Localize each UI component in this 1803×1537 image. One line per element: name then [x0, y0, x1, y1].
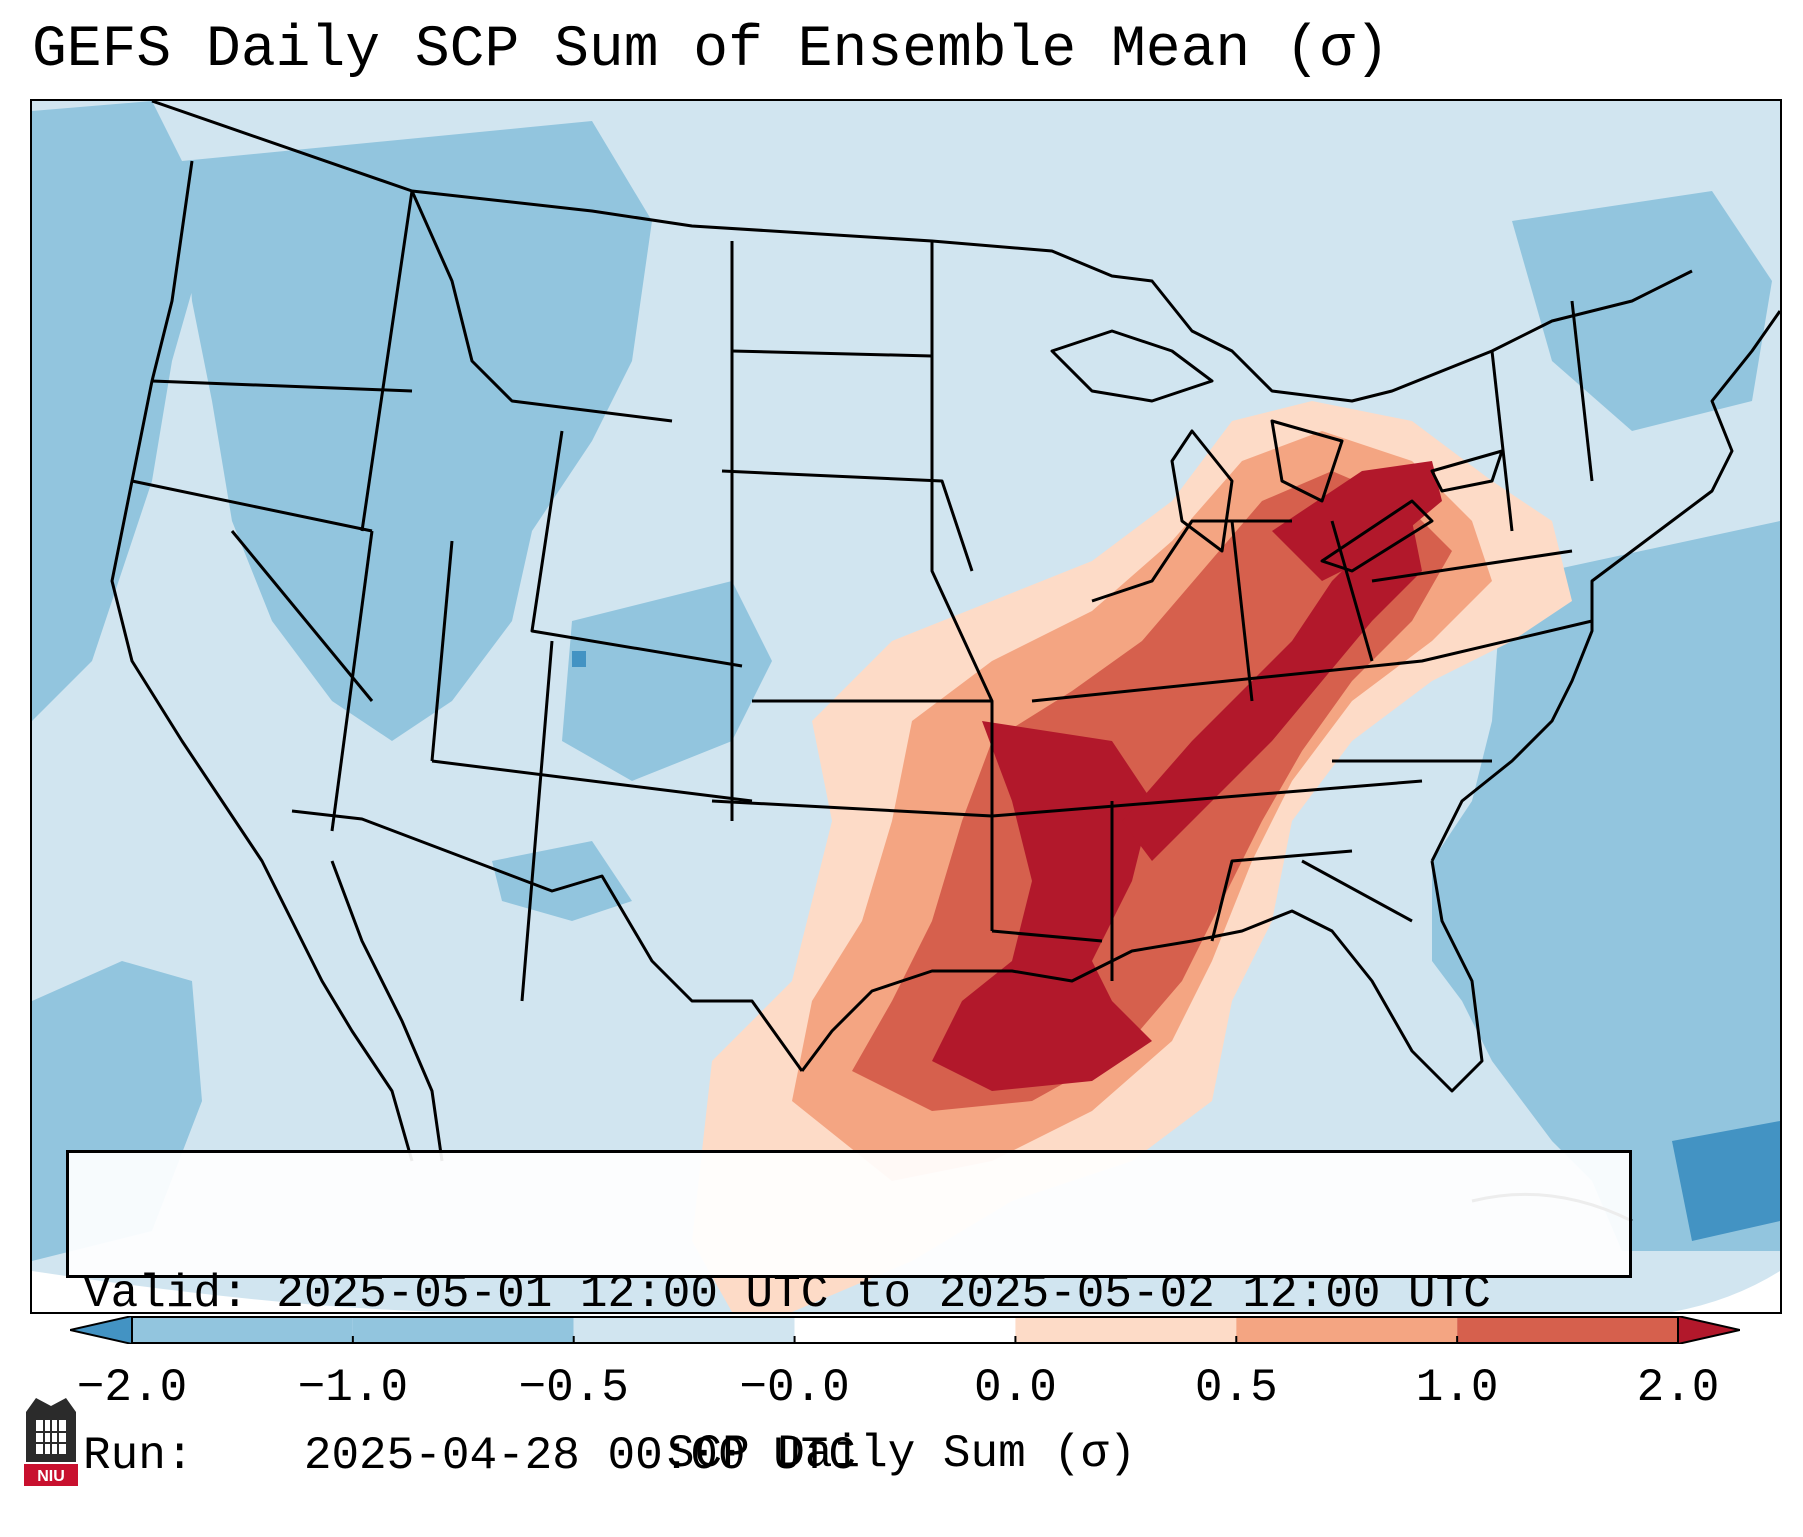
niu-logo-icon: NIU — [24, 1398, 78, 1486]
border-wy — [530, 430, 743, 668]
very-high-positive-ohio-valley — [1122, 521, 1422, 861]
valid-value: 2025-05-01 12:00 UTC to 2025-05-02 12:00… — [276, 1268, 1491, 1320]
atlantic-negative-region — [1432, 521, 1780, 1251]
valid-row: Valid: 2025-05-01 12:00 UTC to 2025-05-0… — [83, 1267, 1615, 1321]
us-mexico-border — [291, 809, 804, 1072]
run-row: Run: 2025-04-28 00:00 UTC — [83, 1429, 1615, 1483]
new-mexico-negative — [492, 841, 632, 921]
border-pa-md — [1371, 549, 1573, 583]
border-oh-pa — [1330, 520, 1374, 662]
border-la-north — [991, 929, 1103, 943]
valid-run-box: Valid: 2025-05-01 12:00 UTC to 2025-05-0… — [66, 1150, 1632, 1482]
colorado-negative — [562, 581, 772, 781]
baja-coast — [330, 860, 444, 1162]
border-ut-west — [430, 540, 454, 762]
map-panel — [30, 99, 1782, 1314]
projection-edge-right — [1672, 1271, 1780, 1312]
colorbar-outline — [131, 1316, 1679, 1344]
lake-superior — [1050, 329, 1214, 403]
border-tn-south — [991, 779, 1423, 818]
border-ga-sc — [1301, 859, 1413, 923]
border-az-nm — [520, 640, 554, 1002]
colorbar-tick-label: −1.0 — [297, 1362, 409, 1414]
valid-label: Valid: — [83, 1268, 249, 1320]
east-coastline — [1430, 310, 1780, 862]
new-england-negative — [1512, 191, 1772, 431]
lake-huron — [1270, 419, 1344, 503]
lake-ontario — [1430, 449, 1504, 493]
border-nv-az — [330, 530, 374, 832]
border-ok-tx — [711, 799, 993, 818]
colorbar-segment — [794, 1316, 1016, 1344]
colorbar-tick-label: 0.5 — [1194, 1362, 1278, 1414]
border-in-oh — [1230, 520, 1254, 702]
colorbar-segment — [1015, 1316, 1237, 1344]
projection-edge-left — [32, 1271, 512, 1312]
colorbar-tick-label: 2.0 — [1636, 1362, 1720, 1414]
colorbar-segment — [1236, 1316, 1458, 1344]
colorbar-tick-label: 0.0 — [974, 1362, 1057, 1414]
border-ky-tn — [1031, 619, 1593, 703]
pacific-negative-region — [32, 101, 212, 721]
gulf-coastline — [800, 860, 1484, 1093]
border-ca-nv — [230, 530, 374, 702]
colorbar-extend-low — [70, 1316, 133, 1344]
colorbar-tick-label: −0.5 — [518, 1362, 629, 1414]
lake-erie — [1320, 499, 1434, 573]
border-wa-or — [151, 379, 413, 393]
us-canada-border — [151, 101, 1693, 403]
colorbar-segment — [132, 1316, 353, 1344]
border-nd-sd — [731, 349, 933, 358]
logo-text: NIU — [37, 1468, 65, 1485]
colorbar-label: SCP Daily Sum (σ) — [666, 1428, 1137, 1480]
colorbar-segment — [352, 1316, 574, 1344]
border-or-id — [131, 479, 373, 533]
borders — [110, 101, 1780, 1223]
colorbar-tick-label: −0.0 — [739, 1362, 850, 1414]
colorbar-segment — [1457, 1316, 1678, 1344]
very-high-positive-arklatex — [932, 721, 1152, 1091]
map-canvas — [32, 101, 1780, 1312]
colorado-strong-negative — [572, 651, 586, 667]
run-label: Run: — [83, 1430, 194, 1482]
border-il-in — [1091, 519, 1292, 603]
border-mt-south — [410, 190, 673, 423]
border-az-nm-north — [431, 759, 753, 803]
bahamas-strong-negative — [1672, 1121, 1780, 1241]
lake-michigan — [1170, 429, 1234, 553]
run-value: 2025-04-28 00:00 UTC — [303, 1430, 856, 1482]
west-coastline — [110, 160, 414, 1162]
colorbar-extend-high — [1677, 1316, 1740, 1344]
border-ga-fl — [1210, 849, 1353, 942]
colorbar — [70, 1316, 1740, 1344]
border-id-west — [360, 190, 414, 532]
border-vt-nh — [1570, 300, 1594, 482]
very-high-positive-lake-erie — [1272, 461, 1442, 581]
colorbar-segment — [573, 1316, 795, 1344]
border-sd-ne — [721, 469, 974, 572]
northern-rockies-negative — [182, 121, 652, 741]
colorbar-tick-label: 1.0 — [1415, 1362, 1499, 1414]
map-title: GEFS Daily SCP Sum of Ensemble Mean (σ) — [32, 18, 1390, 83]
colorbar-tick-label: −2.0 — [76, 1362, 188, 1414]
border-ny-east — [1490, 350, 1514, 532]
